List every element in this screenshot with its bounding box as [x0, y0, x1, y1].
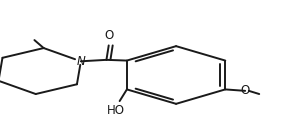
Text: O: O — [104, 29, 113, 42]
Text: N: N — [76, 55, 85, 68]
Text: HO: HO — [106, 104, 124, 117]
Text: O: O — [241, 84, 250, 97]
